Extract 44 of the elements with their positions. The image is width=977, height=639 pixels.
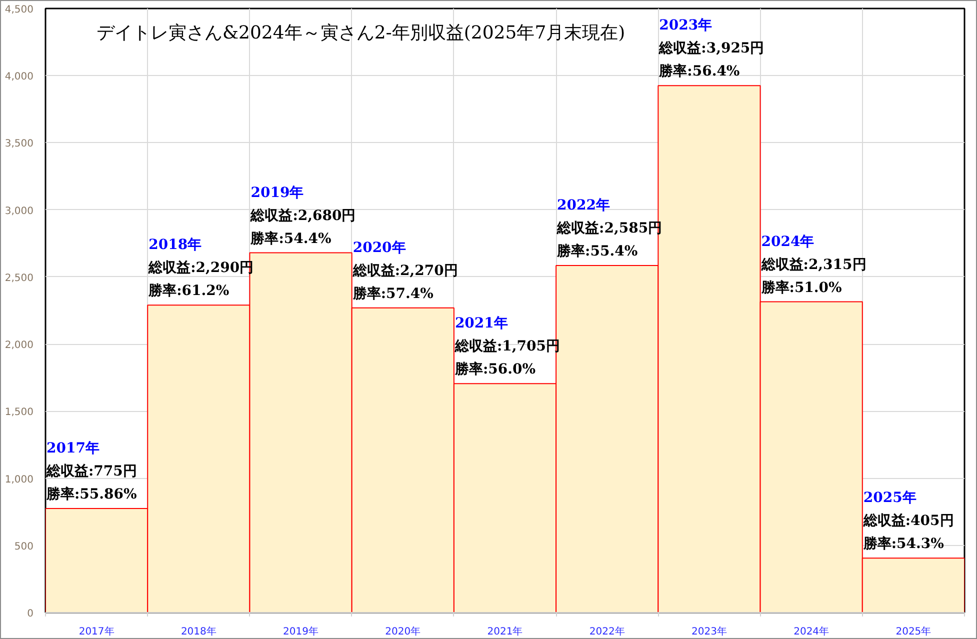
annotation: 2018年 xyxy=(148,237,202,254)
annotation: 2017年 xyxy=(46,440,100,456)
y-tick-label: 0 xyxy=(27,608,34,620)
annotation: 勝率:54.3% xyxy=(862,535,944,552)
annotation: 2025年 xyxy=(863,490,916,506)
data-label: 総収益:3,925円 xyxy=(658,40,764,57)
data-label: 総収益:2,680円 xyxy=(250,208,356,224)
x-tick-label: 2023年 xyxy=(692,626,727,638)
x-tick-label: 2024年 xyxy=(794,626,830,638)
data-label: 総収益:2,270円 xyxy=(352,262,458,279)
y-tick-label: 4,000 xyxy=(4,72,34,83)
y-tick-label: 1,500 xyxy=(4,407,34,418)
x-tick-label: 2025年 xyxy=(896,626,932,638)
annotation: 2022年 xyxy=(557,198,610,214)
annotation: 勝率:54.4% xyxy=(250,230,332,247)
annotation: 勝率:61.2% xyxy=(148,282,230,300)
annotation: 2020年 xyxy=(352,240,406,256)
y-tick-label: 500 xyxy=(14,541,34,552)
x-tick-label: 2019年 xyxy=(283,626,319,638)
annotation: 2021年 xyxy=(454,316,508,332)
x-tick-label: 2020年 xyxy=(385,626,421,638)
annotation: 2023年 xyxy=(659,18,712,34)
x-tick-label: 2022年 xyxy=(589,626,625,638)
y-tick-label: 2,500 xyxy=(4,272,34,284)
y-tick-label: 2,000 xyxy=(4,340,34,352)
annotation: 勝率:56.4% xyxy=(658,62,740,80)
y-tick-label: 4,500 xyxy=(4,4,34,16)
annotation: 勝率:55.4% xyxy=(556,242,638,260)
data-label: 総収益:2,315円 xyxy=(760,256,866,273)
y-tick-label: 3,500 xyxy=(4,138,34,150)
text: デイトレ寅さん&2024年～寅さん2-年別収益(2025年7月末現在) xyxy=(96,22,626,44)
annotation: 2024年 xyxy=(761,234,814,250)
x-tick-label: 2021年 xyxy=(487,626,523,638)
annotation: 勝率:51.0% xyxy=(760,278,842,296)
annotation: 勝率:57.4% xyxy=(352,284,434,302)
x-tick-label: 2017年 xyxy=(78,626,114,638)
annotation: 勝率:56.0% xyxy=(454,360,536,378)
data-label: 総収益:405円 xyxy=(862,513,954,530)
data-label: 総収益:775円 xyxy=(46,463,137,480)
y-tick-label: 1,000 xyxy=(4,474,34,486)
x-tick-label: 2018年 xyxy=(180,626,216,638)
y-tick-label: 3,000 xyxy=(4,206,34,217)
annotation: 2019年 xyxy=(250,184,304,201)
annotation: 勝率:55.86% xyxy=(46,485,137,502)
